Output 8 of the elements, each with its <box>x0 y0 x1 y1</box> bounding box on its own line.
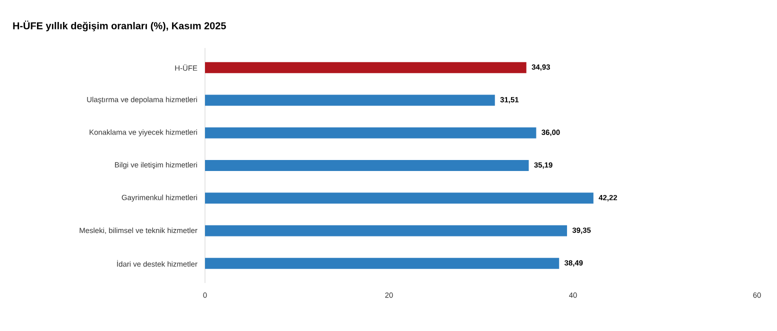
bar <box>205 127 536 138</box>
bar <box>205 94 495 106</box>
bar <box>205 62 526 74</box>
bar <box>205 160 529 172</box>
bar <box>205 225 568 236</box>
bar <box>205 258 560 269</box>
bar <box>205 192 594 204</box>
text: H-ÜFE yıllık değişim oranları (%), Kasım 2025 <box>13 20 226 32</box>
